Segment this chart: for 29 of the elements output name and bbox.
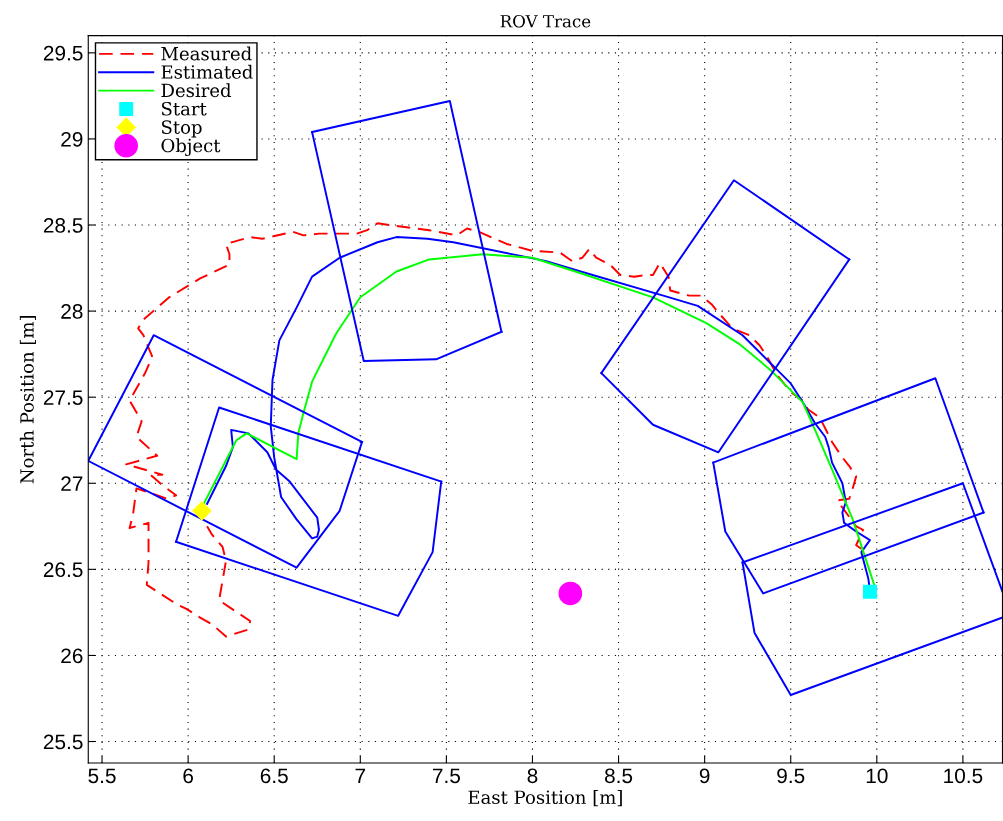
y-axis-title: North Position [m] <box>19 316 36 484</box>
y-tick-label: 28.5 <box>43 218 83 233</box>
y-tick-label: 27.5 <box>43 390 83 405</box>
y-tick-label: 27 <box>61 476 83 491</box>
x-tick-label: 9.5 <box>777 768 805 784</box>
legend-label: Object <box>161 138 221 157</box>
x-tick-label: 10.5 <box>944 768 983 784</box>
legend-label: Stop <box>162 120 202 138</box>
x-tick-label: 8.5 <box>604 768 633 784</box>
legend-label: Desired <box>161 83 232 98</box>
y-tick-label: 28 <box>61 304 83 319</box>
legend-label: Measured <box>161 46 252 61</box>
x-tick-label: 10 <box>866 768 888 784</box>
x-tick-label: 6 <box>183 768 193 784</box>
x-tick-label: 7.5 <box>432 768 460 784</box>
x-tick-label: 7 <box>355 768 366 783</box>
x-tick-label: 8 <box>527 768 538 784</box>
x-tick-label: 9 <box>699 768 710 784</box>
legend-label: Start <box>162 101 207 116</box>
y-tick-label: 29.5 <box>43 45 83 61</box>
x-tick-label: 5.5 <box>88 768 116 784</box>
y-tick-label: 26 <box>61 648 83 664</box>
x-tick-label: 6.5 <box>260 768 288 784</box>
y-tick-label: 29 <box>61 131 83 147</box>
legend-label: Estimated <box>161 64 253 79</box>
x-axis-title: East Position [m] <box>468 790 622 807</box>
chart-title: ROV Trace <box>500 14 591 28</box>
y-tick-label: 26.5 <box>43 562 83 578</box>
y-tick-label: 25.5 <box>43 734 83 750</box>
